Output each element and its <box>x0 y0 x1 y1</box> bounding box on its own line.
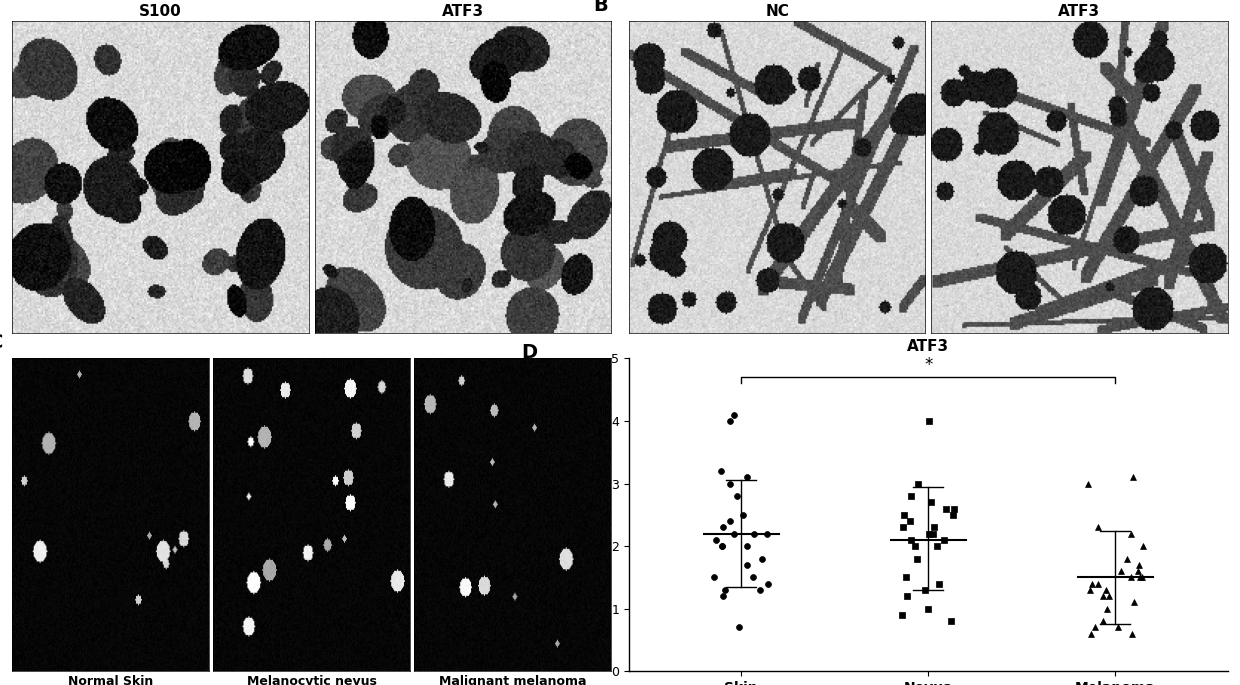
Text: B: B <box>594 0 608 14</box>
Point <box>1078 478 1097 489</box>
Point <box>715 584 735 595</box>
Point <box>1130 560 1149 571</box>
Title: S100: S100 <box>139 4 182 19</box>
Point <box>1099 590 1118 601</box>
Title: ATF3: ATF3 <box>908 340 950 355</box>
Point <box>1092 590 1112 601</box>
Point <box>1089 578 1109 589</box>
Point <box>750 584 770 595</box>
X-axis label: Melanocytic nevus: Melanocytic nevus <box>247 675 377 685</box>
Point <box>921 497 941 508</box>
Point <box>724 409 744 420</box>
Point <box>1094 616 1114 627</box>
Point <box>1080 584 1100 595</box>
Point <box>900 490 920 501</box>
Point <box>728 490 748 501</box>
Text: C: C <box>0 334 4 352</box>
Text: D: D <box>521 342 537 362</box>
X-axis label: Malignant melanoma: Malignant melanoma <box>439 675 587 685</box>
Point <box>1107 622 1127 633</box>
Point <box>924 528 944 539</box>
Point <box>1111 566 1131 577</box>
Point <box>719 478 739 489</box>
Point <box>905 540 925 551</box>
Point <box>758 578 777 589</box>
Point <box>1127 566 1147 577</box>
Point <box>711 466 730 477</box>
Point <box>1133 540 1153 551</box>
Point <box>908 553 928 564</box>
Point <box>743 572 763 583</box>
Point <box>737 540 756 551</box>
Point <box>737 560 756 571</box>
Point <box>929 578 949 589</box>
Point <box>724 528 744 539</box>
Point <box>720 516 740 527</box>
Point <box>941 616 961 627</box>
Point <box>894 510 914 521</box>
Point <box>719 416 739 427</box>
Point <box>1130 572 1149 583</box>
Point <box>733 510 753 521</box>
Point <box>729 622 749 633</box>
X-axis label: Normal Skin: Normal Skin <box>68 675 154 685</box>
Point <box>712 540 732 551</box>
Y-axis label: Relative ATF3
Staining Score: Relative ATF3 Staining Score <box>579 464 608 566</box>
Point <box>1123 472 1143 483</box>
Point <box>928 540 947 551</box>
Title: ATF3: ATF3 <box>441 4 484 19</box>
Title: NC: NC <box>765 4 789 19</box>
Point <box>1121 528 1141 539</box>
Point <box>919 528 939 539</box>
Point <box>1081 628 1101 639</box>
Point <box>908 478 928 489</box>
Point <box>713 590 733 601</box>
Point <box>1096 584 1116 595</box>
Point <box>1132 572 1152 583</box>
Point <box>738 472 758 483</box>
Point <box>713 522 733 533</box>
Title: ATF3: ATF3 <box>1059 4 1100 19</box>
Point <box>1117 553 1137 564</box>
Text: *: * <box>924 356 932 374</box>
Point <box>756 528 776 539</box>
Point <box>751 553 771 564</box>
Point <box>893 522 913 533</box>
Point <box>707 534 727 545</box>
Point <box>945 503 965 514</box>
Point <box>920 416 940 427</box>
Point <box>893 610 913 621</box>
Point <box>1085 622 1105 633</box>
Point <box>1121 572 1141 583</box>
Point <box>1123 597 1143 608</box>
Point <box>744 528 764 539</box>
Point <box>901 534 921 545</box>
Point <box>1122 628 1142 639</box>
Point <box>918 603 937 614</box>
Point <box>1089 522 1109 533</box>
Point <box>900 516 920 527</box>
Point <box>898 590 918 601</box>
Point <box>915 584 935 595</box>
Point <box>1097 603 1117 614</box>
Point <box>935 534 955 545</box>
Point <box>712 540 732 551</box>
Point <box>895 572 915 583</box>
Point <box>944 510 963 521</box>
Point <box>704 572 724 583</box>
Point <box>1083 578 1102 589</box>
Point <box>924 522 944 533</box>
Point <box>936 503 956 514</box>
